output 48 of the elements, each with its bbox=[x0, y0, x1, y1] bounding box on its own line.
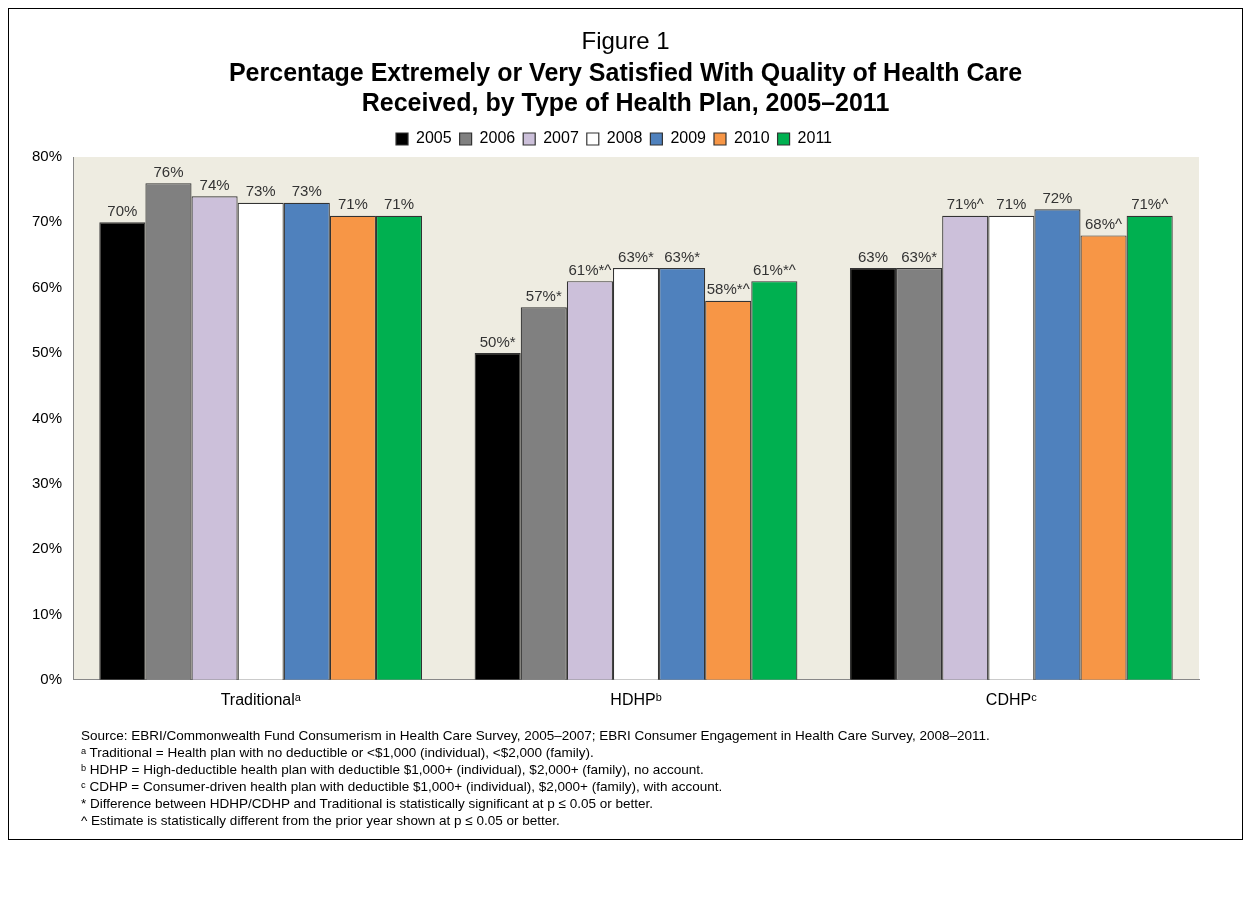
text: ^ Estimate is statistically different from the prior year shown at p ≤ 0.05 or better. bbox=[81, 812, 561, 829]
data-label: 71% bbox=[996, 195, 1027, 213]
chart-title: Figure 1 bbox=[580, 27, 671, 55]
data-label: 63%* bbox=[618, 247, 655, 265]
legend-label: 2011 bbox=[797, 129, 833, 147]
text: ᵃ Traditional = Health plan with no deductible or <$1,000 (individual), <$2,000 (family). bbox=[81, 744, 595, 761]
data-label: 71% bbox=[384, 195, 415, 213]
x-tick-label: CDHPᶜ bbox=[985, 690, 1038, 708]
y-tick-label: 20% bbox=[31, 539, 63, 557]
data-label: 63%* bbox=[664, 247, 701, 265]
data-label: 70% bbox=[107, 201, 138, 219]
x-tick-label: HDHPᵇ bbox=[610, 690, 662, 708]
data-label: 61%*^ bbox=[752, 260, 796, 278]
x-tick-label: Traditionalᵃ bbox=[220, 690, 302, 708]
legend-label: 2007 bbox=[543, 129, 579, 147]
text: * Difference between HDHP/CDHP and Traditional is statistically significant at p ≤ 0.05 or better. bbox=[81, 795, 654, 812]
data-label: 50%* bbox=[479, 332, 516, 350]
data-label: 57%* bbox=[525, 286, 562, 304]
chart-subtitle: Percentage Extremely or Very Satisfied With Quality of Health Care Received, by Type of Health Plan, 2005–2011 bbox=[227, 57, 1024, 117]
data-label: 74% bbox=[199, 175, 230, 193]
data-label: 72% bbox=[1042, 188, 1073, 206]
legend-label: 2010 bbox=[733, 129, 770, 147]
data-label: 71%^ bbox=[1131, 195, 1169, 213]
y-tick-label: 30% bbox=[31, 473, 63, 491]
data-label: 76% bbox=[153, 162, 184, 180]
legend-label: 2005 bbox=[416, 129, 452, 147]
y-tick-label: 10% bbox=[31, 604, 63, 622]
legend-label: 2008 bbox=[606, 129, 643, 147]
data-label: 71% bbox=[337, 195, 368, 213]
data-label: 73% bbox=[291, 182, 322, 200]
data-label: 63% bbox=[857, 247, 889, 265]
source-note: Source: EBRI/Commonwealth Fund Consumerism in Health Care Survey, 2005–2007; EBRI Consumer Engagement in Health Care Survey, 2008–2011. bbox=[81, 727, 991, 744]
text: ᶜ CDHP = Consumer-driven health plan with deductible $1,000+ (individual), $2,000+ (family), with account. bbox=[81, 778, 724, 795]
y-tick-label: 40% bbox=[31, 408, 63, 426]
legend-label: 2009 bbox=[670, 129, 707, 147]
legend-label: 2006 bbox=[479, 129, 516, 147]
data-label: 68%^ bbox=[1085, 215, 1123, 233]
data-label: 73% bbox=[245, 182, 276, 200]
text: ᵇ HDHP = High-deductible health plan with deductible $1,000+ (individual), $2,000+ (family), no account. bbox=[81, 761, 705, 778]
y-tick-label: 70% bbox=[31, 212, 63, 230]
y-tick-label: 50% bbox=[31, 343, 63, 361]
data-label: 61%*^ bbox=[568, 260, 612, 278]
y-tick-label: 0% bbox=[40, 669, 63, 687]
y-tick-label: 80% bbox=[31, 147, 63, 165]
data-label: 58%*^ bbox=[706, 280, 750, 298]
data-label: 63%* bbox=[901, 247, 938, 265]
y-tick-label: 60% bbox=[31, 277, 63, 295]
data-label: 71%^ bbox=[946, 195, 984, 213]
